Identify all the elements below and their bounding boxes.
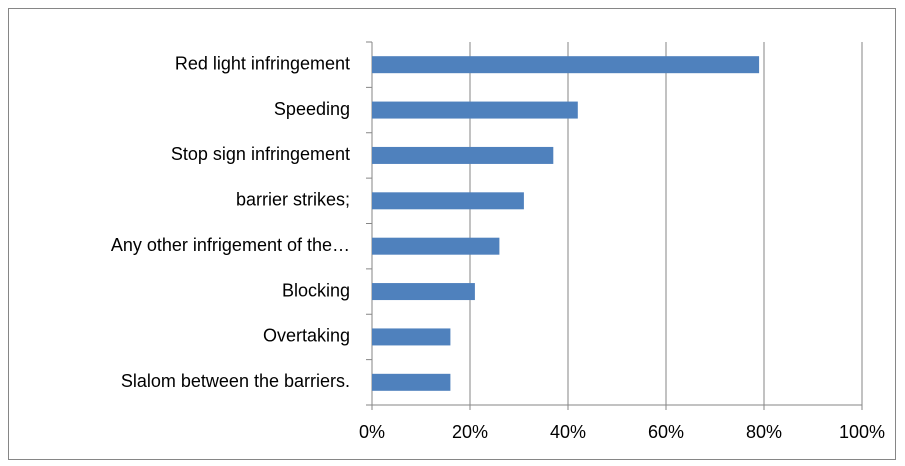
bar [372, 283, 475, 301]
bar [372, 373, 451, 391]
bar [372, 192, 524, 210]
y-tick-label: Blocking [282, 280, 350, 300]
y-tick-label: Overtaking [263, 326, 350, 346]
y-tick-label: Any other infrigement of the… [111, 235, 350, 255]
x-tick-label: 20% [452, 422, 488, 442]
y-tick-label: Red light infringement [175, 53, 350, 73]
bar [372, 146, 554, 164]
bar [372, 237, 500, 255]
y-tick-label: Stop sign infringement [171, 144, 350, 164]
x-tick-label: 40% [550, 422, 586, 442]
y-tick-label: Speeding [274, 99, 350, 119]
x-tick-label: 100% [839, 422, 885, 442]
x-tick-label: 80% [746, 422, 782, 442]
x-tick-label: 60% [648, 422, 684, 442]
bar [372, 101, 578, 119]
y-tick-label: barrier strikes; [236, 190, 350, 210]
y-tick-label: Slalom between the barriers. [121, 371, 350, 391]
chart-border [8, 8, 896, 460]
x-tick-label: 0% [359, 422, 385, 442]
bar [372, 56, 760, 74]
bar [372, 328, 451, 346]
